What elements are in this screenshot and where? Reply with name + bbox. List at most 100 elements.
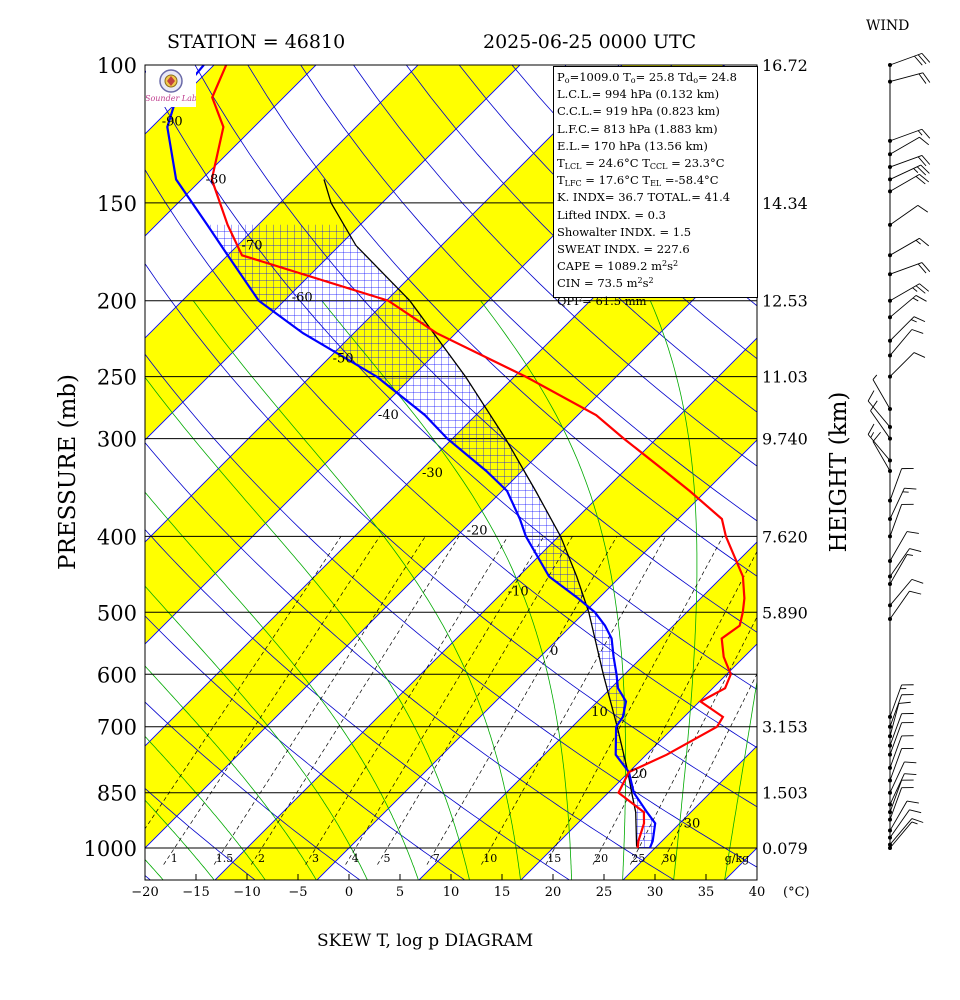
wind-barb-half-flag <box>915 239 921 245</box>
mixing-ratio-unit: g/kg <box>725 852 749 865</box>
isotherm-labels: -90 -80 -70 -60 -50 -40 -30 -20 -10 0 10 20 30 <box>162 114 701 831</box>
temperature-tick-label: 35 <box>698 885 715 900</box>
pressure-tick-label: 700 <box>97 716 137 740</box>
wind-barb-flag <box>922 72 931 83</box>
mixing-ratio-line <box>661 673 757 865</box>
isotherm-line <box>520 643 757 880</box>
wind-barb-half-flag <box>911 821 918 825</box>
sweat-line: SWEAT INDX. = 227.6 <box>557 242 690 257</box>
showalter-line: Showalter INDX. = 1.5 <box>557 224 692 239</box>
isotherm-line <box>145 65 521 441</box>
wind-barb-staff <box>889 773 905 805</box>
wind-barb-staff <box>889 204 919 226</box>
height-tick-label: 11.03 <box>762 368 808 387</box>
lcl-line: L.C.L.= 994 hPa (0.132 km) <box>557 87 720 102</box>
isotherm-label: -90 <box>162 114 183 129</box>
height-tick-label: 0.079 <box>762 839 808 858</box>
temperature-tick-label: 30 <box>647 885 664 900</box>
wind-barb-staff <box>889 579 913 606</box>
wind-barb-flag <box>920 164 930 174</box>
moist-adiabat-line <box>192 300 521 880</box>
temperature-tick-label: −15 <box>182 885 209 900</box>
pressure-tick-label: 400 <box>97 525 137 549</box>
wind-barb-flag <box>904 761 917 764</box>
y-axis-label: PRESSURE (mb) <box>55 374 81 570</box>
wind-barb-staff <box>889 504 903 537</box>
pressure-tick-label: 500 <box>97 601 137 625</box>
wind-barb-flag <box>870 400 878 411</box>
moist-adiabat-line <box>145 799 215 880</box>
k-index-line: K. INDX= 36.7 TOTAL.= 41.4 <box>557 190 731 205</box>
moist-adiabat-line <box>145 665 317 880</box>
wind-barb-staff <box>889 262 923 275</box>
wind-barb-half-flag <box>913 168 919 173</box>
isotherm-line <box>145 65 623 543</box>
temperature-tick-label: −10 <box>233 885 260 900</box>
dry-adiabat-line <box>145 528 571 880</box>
dry-adiabat-line <box>843 29 960 880</box>
wind-barb-flag <box>918 73 927 84</box>
wind-barb-flag <box>904 773 917 776</box>
cin-line: CIN = 73.5 m2s2 <box>557 276 654 291</box>
wind-barb-half-flag <box>912 287 918 292</box>
wind-barb-staff <box>889 329 913 356</box>
mixing-ratio-lines <box>145 536 757 865</box>
isotherm-label: 20 <box>631 767 648 782</box>
isotherm-line <box>145 65 419 339</box>
dewpoint-profile <box>166 65 657 849</box>
wind-barb-flag <box>913 316 926 323</box>
wind-barb-flag <box>909 590 922 595</box>
wind-barb-flag <box>911 818 924 823</box>
datetime-title: 2025-06-25 0000 UTC <box>483 31 696 53</box>
wind-barb-flag <box>921 262 931 272</box>
isotherm-line <box>145 235 757 849</box>
wind-barb-flag <box>872 431 881 442</box>
wind-barb-staff <box>870 410 891 439</box>
mixing-ratio-label: 1 <box>171 852 178 865</box>
wind-barb-staff <box>889 694 903 727</box>
tlcl-line: TLCL = 24.6°C TCCL = 23.3°C <box>557 156 725 172</box>
el-line: E.L.= 170 hPa (13.56 km) <box>557 138 708 153</box>
dry-adiabat-line <box>247 65 757 577</box>
mixing-ratio-label: 25 <box>631 852 645 865</box>
wind-barb-staff <box>889 295 917 318</box>
mixing-ratio-label: 2 <box>258 852 265 865</box>
wind-barb-flag <box>919 237 930 247</box>
pressure-tick-label: 150 <box>97 192 137 216</box>
mixing-ratio-line <box>345 536 545 865</box>
wind-barb-staff <box>889 72 923 83</box>
wind-barb-staff <box>872 379 891 410</box>
dry-adiabat-line <box>145 353 757 868</box>
diagram-title: SKEW T, log p DIAGRAM <box>317 931 533 951</box>
height-tick-label: 5.890 <box>762 603 808 622</box>
wind-barb-flag <box>921 155 931 165</box>
pressure-tick-label: 250 <box>97 366 137 390</box>
moist-adiabat-line <box>145 376 470 880</box>
isotherm-label: -40 <box>378 408 399 423</box>
height-tick-label: 9.740 <box>762 430 808 449</box>
temperature-axis: −20 −15 −10 −5 0 5 10 15 20 25 30 35 40 <box>131 874 765 900</box>
isotherm-line <box>316 439 757 880</box>
parcel-profile <box>323 179 640 849</box>
wind-barb-staff <box>889 722 903 755</box>
pressure-tick-label: 1000 <box>84 837 137 861</box>
isotherm-label: -60 <box>292 290 313 305</box>
mixing-ratio-line <box>213 536 426 865</box>
surface-line: Po=1009.0 To= 25.8 Tdo= 24.8 <box>557 70 737 85</box>
isotherm-label: -30 <box>422 466 443 481</box>
wind-barb-flag <box>911 578 924 584</box>
wind-barb-staff <box>889 52 923 66</box>
isotherm-label: -70 <box>242 238 263 253</box>
pressure-tick-label: 200 <box>97 290 137 314</box>
station-title: STATION = 46810 <box>167 31 345 53</box>
isotherm-label: -80 <box>206 172 227 187</box>
cape-cin-areas <box>207 224 656 849</box>
wind-barb-flag <box>919 136 930 146</box>
mixing-ratio-line <box>426 536 618 865</box>
wind-barb-staff <box>889 548 910 577</box>
isotherm-label: 10 <box>591 705 608 720</box>
mixing-ratio-labels: 0.7 1 1.5 2 3 4 5 7 10 15 20 25 30 g/kg <box>171 852 749 865</box>
wind-barb-flag <box>898 701 911 704</box>
isotherm-label: 0 <box>550 644 558 659</box>
wind-barb-half-flag <box>906 554 913 556</box>
